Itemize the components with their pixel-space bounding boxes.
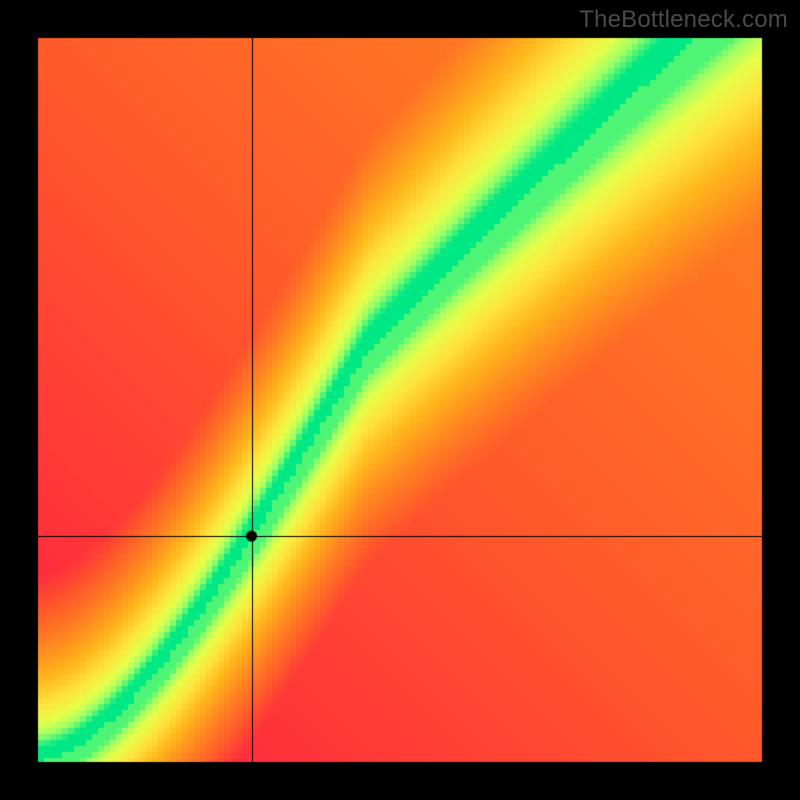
watermark-label: TheBottleneck.com — [579, 6, 788, 34]
bottleneck-heatmap-canvas — [0, 0, 800, 800]
chart-container: TheBottleneck.com — [0, 0, 800, 800]
